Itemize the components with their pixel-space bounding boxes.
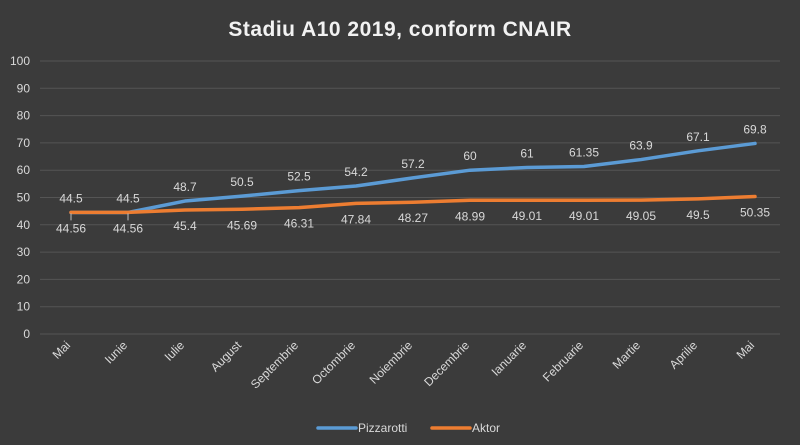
- legend-label: Aktor: [472, 421, 500, 435]
- data-label-aktor: 44.56: [113, 221, 143, 235]
- x-tick-label: Noiembrie: [367, 338, 416, 387]
- series-line-pizzarotti[interactable]: [69, 141, 757, 215]
- data-label-aktor: 47.84: [341, 212, 371, 226]
- data-label-pizzarotti: 69.8: [743, 122, 767, 136]
- y-tick-label: 90: [17, 81, 31, 95]
- data-label-aktor: 48.99: [455, 209, 485, 223]
- data-label-pizzarotti: 60: [463, 149, 477, 163]
- data-label-pizzarotti: 44.5: [116, 192, 140, 206]
- x-tick-label: Februarie: [540, 338, 586, 384]
- legend-item-aktor[interactable]: Aktor: [430, 421, 500, 435]
- y-tick-label: 60: [17, 163, 31, 177]
- data-label-aktor: 45.69: [227, 218, 257, 232]
- y-tick-label: 70: [17, 136, 31, 150]
- data-label-pizzarotti: 50.5: [230, 175, 254, 189]
- legend-label: Pizzarotti: [358, 421, 407, 435]
- data-label-aktor: 49.01: [569, 209, 599, 223]
- x-tick-label: Septembrie: [248, 338, 302, 392]
- x-tick-label: Martie: [610, 338, 644, 372]
- y-axis: 0 10 20 30 40 50 60 70 80 90 100: [10, 54, 30, 341]
- y-tick-label: 40: [17, 218, 31, 232]
- y-tick-label: 10: [17, 300, 31, 314]
- data-labels: 44.5 44.5 48.7 50.5 52.5 54.2 57.2 60 61 61.35 63.…: [56, 122, 770, 235]
- x-tick-label: Ianuarie: [489, 338, 530, 379]
- data-label-aktor: 49.05: [626, 209, 656, 223]
- y-tick-label: 30: [17, 245, 31, 259]
- data-label-aktor: 45.4: [173, 219, 197, 233]
- x-tick-label: Mai: [50, 338, 74, 362]
- data-label-pizzarotti: 54.2: [344, 165, 368, 179]
- series-lines: [69, 141, 757, 215]
- data-label-aktor: 50.35: [740, 206, 770, 220]
- y-tick-label: 50: [17, 191, 31, 205]
- chart-title: Stadiu A10 2019, conform CNAIR: [228, 18, 571, 41]
- y-tick-label: 80: [17, 109, 31, 123]
- data-label-aktor: 49.01: [512, 209, 542, 223]
- y-tick-label: 20: [17, 272, 31, 286]
- data-label-pizzarotti: 61: [520, 146, 534, 160]
- data-label-pizzarotti: 52.5: [287, 170, 311, 184]
- x-axis: Mai Iunie Iulie August Septembrie Octombrie No…: [50, 338, 758, 392]
- x-tick-label: Octombrie: [309, 338, 358, 387]
- x-tick-label: Iunie: [102, 338, 131, 367]
- data-label-pizzarotti: 61.35: [569, 146, 599, 160]
- y-tick-label: 0: [23, 327, 30, 341]
- y-tick-label: 100: [10, 54, 30, 68]
- x-tick-label: Decembrie: [421, 338, 472, 389]
- data-label-pizzarotti: 67.1: [686, 130, 710, 144]
- data-label-aktor: 46.31: [284, 217, 314, 231]
- grid-lines: [40, 60, 780, 335]
- data-label-pizzarotti: 57.2: [401, 157, 425, 171]
- data-label-pizzarotti: 48.7: [173, 180, 197, 194]
- data-label-pizzarotti: 63.9: [629, 139, 653, 153]
- data-label-aktor: 48.27: [398, 211, 428, 225]
- x-tick-label: August: [208, 338, 245, 375]
- x-tick-label: Iulie: [162, 338, 188, 364]
- series-line-aktor[interactable]: [69, 194, 757, 215]
- legend-item-pizzarotti[interactable]: Pizzarotti: [316, 421, 407, 435]
- x-tick-label: Aprilie: [667, 338, 701, 372]
- data-label-pizzarotti: 44.5: [59, 192, 83, 206]
- data-label-aktor: 44.56: [56, 221, 86, 235]
- legend[interactable]: Pizzarotti Aktor: [316, 421, 500, 435]
- x-tick-label: Mai: [734, 338, 758, 362]
- data-label-aktor: 49.5: [686, 208, 710, 222]
